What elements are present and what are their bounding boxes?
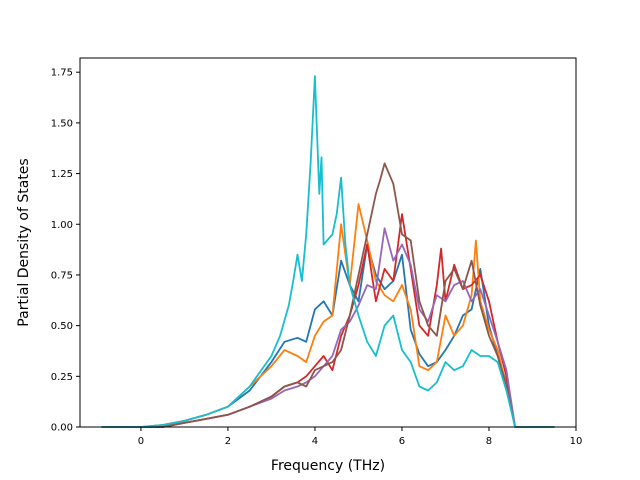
- y-tick-label: 1.25: [51, 169, 73, 180]
- y-tick-label: 0.50: [51, 321, 73, 332]
- x-tick-label: 4: [312, 436, 318, 447]
- series-line-6: [101, 75, 555, 428]
- x-tick-label: 2: [225, 436, 231, 447]
- y-tick-label: 0.25: [51, 372, 73, 383]
- x-axis-label: Frequency (THz): [271, 458, 385, 474]
- x-axis-ticks: 0 2 4 6 8 10: [138, 427, 583, 447]
- x-tick-label: 0: [138, 436, 144, 447]
- plot-frame: [79, 57, 577, 428]
- series-line-2: [101, 203, 555, 428]
- y-axis-label: Partial Density of States: [16, 158, 32, 326]
- y-axis-ticks: 0.00 0.25 0.50 0.75 1.00 1.25 1.50 1.75: [51, 68, 80, 434]
- y-tick-label: 0.75: [51, 270, 73, 281]
- series-layer: [101, 75, 555, 428]
- y-tick-label: 1.50: [51, 118, 73, 129]
- x-tick-label: 10: [570, 436, 583, 447]
- y-tick-label: 1.00: [51, 220, 73, 231]
- y-tick-label: 0.00: [51, 423, 73, 434]
- x-tick-label: 6: [399, 436, 405, 447]
- x-tick-label: 8: [486, 436, 492, 447]
- series-line-5: [101, 162, 555, 428]
- y-tick-label: 1.75: [51, 68, 73, 79]
